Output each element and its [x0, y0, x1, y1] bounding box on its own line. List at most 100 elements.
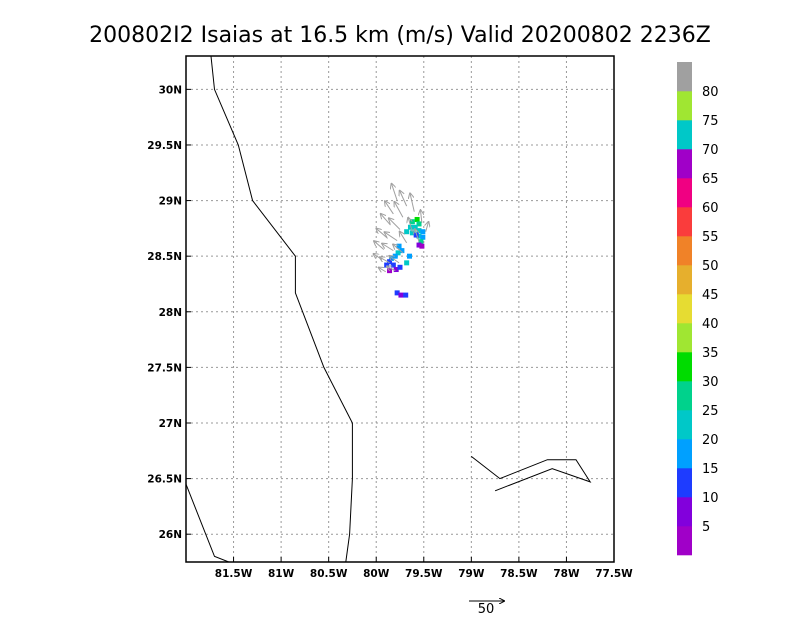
x-tick-label: 78.5W [500, 568, 538, 580]
wind-vector [415, 229, 420, 242]
y-tick-label: 27.5N [147, 362, 182, 374]
colorbar-swatch [677, 91, 692, 121]
wind-vector [410, 193, 415, 212]
colorbar-label: 10 [702, 491, 719, 506]
x-tick-label: 80.5W [310, 568, 348, 580]
y-tick-label: 28N [159, 307, 182, 319]
wind-speed-cell [416, 242, 422, 248]
x-tick-label: 80W [363, 568, 390, 580]
y-tick-label: 28.5N [147, 251, 182, 263]
wind-speed-cell [399, 248, 405, 254]
wind-vector [400, 191, 408, 207]
coastlines [186, 56, 652, 562]
colorbar-swatch [677, 323, 692, 353]
wind-speed-cell [384, 262, 390, 268]
wind-vector [426, 222, 429, 232]
gridlines [186, 56, 614, 562]
wind-speed-cell [387, 259, 393, 265]
colorbar-swatch [677, 62, 692, 92]
colorbar-label: 15 [702, 462, 719, 477]
wind-speed-cells [384, 216, 426, 298]
wind-vector [374, 254, 383, 260]
colorbar-label: 75 [702, 114, 719, 129]
y-tick-label: 29.5N [147, 140, 182, 152]
y-tick-label: 29N [159, 196, 182, 208]
wind-vector [420, 210, 421, 223]
x-tick-label: 77.5W [595, 568, 633, 580]
coastline [470, 456, 592, 492]
colorbar-swatch [677, 439, 692, 469]
y-tick-label: 27N [159, 418, 182, 430]
colorbar-swatch [677, 120, 692, 150]
wind-vector [392, 184, 398, 201]
x-tick-label: 81.5W [215, 568, 253, 580]
wind-speed-cell [416, 233, 422, 239]
wind-vector [408, 218, 413, 232]
y-tick-label: 30N [159, 84, 182, 96]
colorbar-swatch [677, 294, 692, 324]
colorbar-swatch [677, 236, 692, 266]
y-axis-ticks: 26N 26.5N 27N 27.5N 28N 28.5N 29N 29.5N 30N [147, 84, 191, 541]
wind-speed-cell [398, 292, 404, 298]
wind-speed-cell [407, 253, 413, 259]
colorbar-label: 50 [702, 259, 719, 274]
colorbar-label: 65 [702, 172, 719, 187]
colorbar-swatch [677, 468, 692, 498]
coastline [633, 436, 652, 462]
colorbar-swatch [677, 497, 692, 527]
colorbar-swatch [677, 410, 692, 440]
vector-scale: 50 [469, 601, 504, 617]
wind-vectors [374, 184, 429, 272]
coastline [186, 484, 229, 562]
colorbar-swatch [677, 526, 692, 556]
wind-speed-cell [419, 243, 425, 249]
colorbar-swatch [677, 207, 692, 237]
colorbar-swatch [677, 352, 692, 382]
colorbar-label: 40 [702, 317, 719, 332]
wind-speed-cell [395, 250, 401, 256]
wind-speed-cell [390, 262, 396, 268]
wind-speed-cell [418, 239, 424, 245]
wind-speed-cell [413, 232, 419, 238]
wind-speed-cell [403, 292, 409, 298]
wind-speed-cell [409, 219, 415, 225]
colorbar-label: 5 [702, 520, 710, 535]
wind-vector [393, 244, 404, 254]
colorbar-label: 55 [702, 230, 719, 245]
x-tick-label: 79.5W [405, 568, 443, 580]
wind-speed-cell [404, 260, 410, 266]
colorbar-label: 25 [702, 404, 719, 419]
coastline [210, 56, 353, 562]
wind-vector [400, 232, 408, 244]
wind-vector [382, 244, 394, 252]
colorbar-swatch [677, 265, 692, 295]
wind-speed-cell [397, 264, 403, 270]
wind-speed-cell [420, 234, 426, 240]
wind-vector [385, 201, 394, 215]
wind-speed-cell [409, 230, 415, 236]
wind-speed-cell [420, 229, 426, 235]
colorbar-label: 80 [702, 85, 719, 100]
wind-speed-cell [416, 221, 422, 227]
colorbar: 5 10 15 20 25 30 35 40 45 50 55 60 65 70 75 80 [677, 62, 719, 556]
wind-speed-cell [414, 216, 420, 222]
y-tick-label: 26.5N [147, 474, 182, 486]
x-tick-label: 78W [553, 568, 580, 580]
wind-vector [389, 218, 401, 230]
wind-vector [379, 268, 386, 272]
colorbar-label: 60 [702, 201, 719, 216]
wind-speed-cell [393, 267, 399, 273]
wind-vector [394, 202, 404, 218]
wind-vector [389, 256, 400, 264]
colorbar-swatch [677, 381, 692, 411]
colorbar-label: 20 [702, 433, 719, 448]
wind-vector [385, 232, 398, 242]
wind-speed-cell [394, 290, 400, 296]
colorbar-label: 30 [702, 375, 719, 390]
wind-speed-cell [404, 229, 410, 235]
colorbar-swatch [677, 149, 692, 179]
x-axis-ticks: 81.5W 81W 80.5W 80W 79.5W 79W 78.5W 78W 77.5W [215, 557, 633, 580]
colorbar-label: 70 [702, 143, 719, 158]
plot-frame [185, 55, 615, 563]
